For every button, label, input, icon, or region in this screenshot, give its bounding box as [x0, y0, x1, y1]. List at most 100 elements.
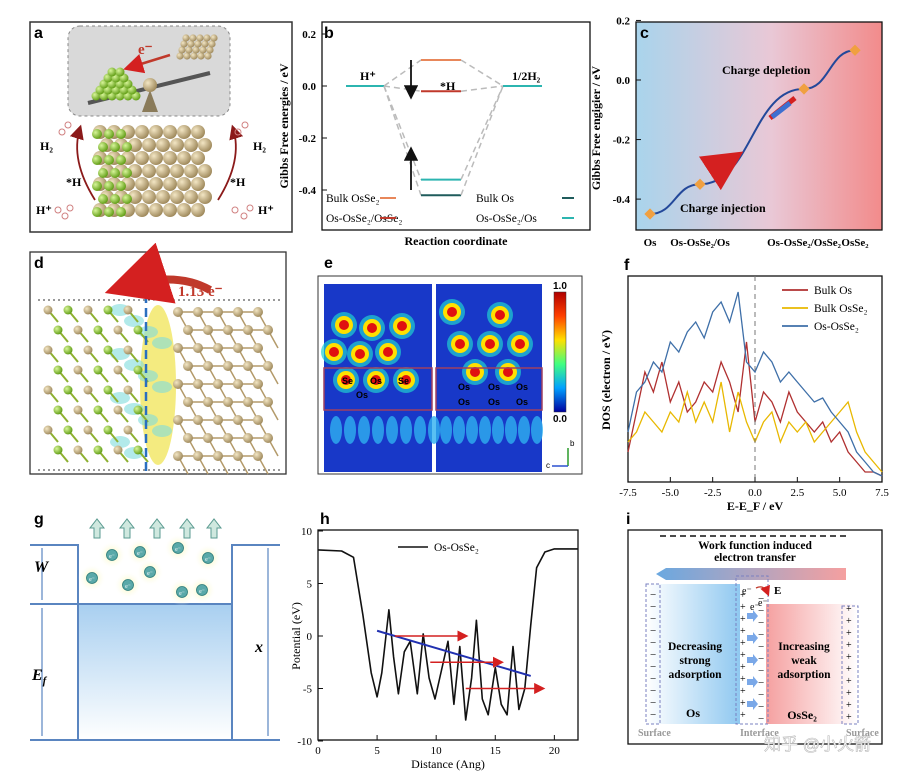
atom	[173, 415, 183, 425]
star-h-label-left: *H	[66, 175, 82, 189]
panel-e-letter: e	[324, 255, 333, 272]
elf-blob-core	[401, 375, 411, 385]
atom	[183, 397, 193, 407]
b-connector	[383, 85, 422, 180]
c-category-label: Os	[644, 237, 658, 249]
minus-sign: −	[650, 661, 656, 673]
b-legend-label: Os-OsSe₂/OsSe₂	[326, 213, 402, 225]
b-ytick-label: 0.2	[302, 29, 316, 41]
plus-sign: +	[846, 616, 852, 627]
tunneling-arrows	[394, 630, 546, 695]
atom	[233, 451, 243, 461]
electron-label: e⁻	[138, 42, 153, 58]
b-legend-label: Bulk Os	[476, 193, 515, 205]
surface-label-left: Surface	[638, 728, 671, 739]
h-xtick-label: 20	[549, 745, 561, 757]
i-title-line1: Work function induced	[698, 540, 812, 552]
panel-g-letter: g	[34, 511, 44, 528]
elf-lower	[400, 416, 412, 444]
elf-lower	[358, 416, 370, 444]
minus-sign: −	[758, 713, 764, 725]
plus-sign: +	[740, 698, 746, 709]
minus-sign: −	[650, 601, 656, 613]
gold-atom	[176, 52, 184, 60]
atom	[123, 345, 133, 355]
plus-sign: +	[740, 614, 746, 625]
emission-arrow	[205, 518, 223, 539]
atom	[243, 325, 253, 335]
electron-label-2: e⁻	[750, 602, 760, 613]
atom	[83, 305, 93, 315]
axis-c-label: c	[546, 461, 550, 470]
h-ytick-label: 5	[307, 579, 313, 591]
electron-dot	[202, 552, 214, 564]
gold-atom	[163, 125, 177, 139]
charge-transfer-label: 1.13 e⁻	[178, 284, 223, 300]
plus-sign: +	[846, 676, 852, 687]
green-atom	[104, 207, 114, 217]
proton-bubble	[240, 212, 248, 220]
gold-atom	[149, 177, 163, 191]
atom	[83, 385, 93, 395]
gold-atom	[156, 190, 170, 204]
panel-h-ylabel: Potential (eV)	[289, 602, 303, 670]
elf-lower	[386, 416, 398, 444]
plus-sign: +	[740, 662, 746, 673]
panel-b-yticks: 0.2 0.0 -0.2 -0.4	[299, 29, 327, 197]
electron-symbol: e⁻	[89, 577, 95, 583]
electron-symbol: e⁻	[137, 551, 143, 557]
green-atom	[122, 194, 132, 204]
h-xtick-label: 5	[374, 745, 380, 757]
panel-g: g W Ef x e⁻ e⁻ e⁻ e⁻ e⁻ e⁻ e⁻ e⁻ e⁻	[30, 511, 280, 741]
elf-atom-label: Os	[458, 382, 470, 392]
plus-sign: +	[740, 674, 746, 685]
green-atom	[110, 168, 120, 178]
h2-evolution-arrow-left	[69, 124, 96, 201]
panel-f: f -7.5 -5.0 -2.5 0.0 2.5 5.0 7.5 DOS (electron…	[599, 257, 889, 513]
annotation-charge-injection: Charge injection	[680, 201, 766, 215]
colorbar-max: 1.0	[553, 281, 567, 292]
elf-blob-core	[341, 375, 351, 385]
minus-sign: −	[758, 689, 764, 701]
plus-sign: +	[846, 628, 852, 639]
panel-d-letter: d	[34, 255, 44, 272]
colorbar-min: 0.0	[553, 414, 567, 425]
atom	[213, 343, 223, 353]
minus-sign: −	[650, 709, 656, 721]
atom	[93, 365, 103, 375]
b-ytick-label: -0.4	[299, 185, 317, 197]
panel-f-ylabel: DOS (electron / eV)	[599, 330, 613, 430]
h2-label-left: H₂	[40, 139, 53, 153]
h-ytick-label: -10	[297, 736, 312, 748]
h-ytick-label: -5	[303, 684, 313, 696]
atom	[203, 397, 213, 407]
minus-sign: −	[650, 613, 656, 625]
panel-h-xlabel: Distance (Ang)	[411, 757, 485, 771]
atom	[183, 433, 193, 443]
gold-atom	[156, 138, 170, 152]
gold-atom	[191, 151, 205, 165]
atom	[133, 365, 143, 375]
gold-atom	[190, 52, 198, 60]
atom	[53, 445, 63, 455]
atom	[263, 397, 273, 407]
atom	[223, 397, 233, 407]
panel-h: h 0 5 10 15 20 -10 -5 0 5 10 Potential (eV) Dista…	[289, 511, 579, 771]
plus-sign: +	[846, 640, 852, 651]
gold-atom	[189, 34, 197, 42]
plus-sign: +	[846, 664, 852, 675]
atom	[63, 385, 73, 395]
gold-atom	[142, 138, 156, 152]
elf-blob-core	[397, 321, 407, 331]
axis-b-label: b	[570, 439, 575, 448]
elf-colorbar	[553, 291, 567, 413]
panel-f-letter: f	[624, 257, 630, 274]
green-atom	[116, 155, 126, 165]
elf-box-right	[435, 367, 543, 411]
gold-atom	[191, 125, 205, 139]
atom	[83, 345, 93, 355]
atom	[193, 451, 203, 461]
gold-atom	[163, 151, 177, 165]
cyan-blob	[152, 337, 172, 349]
atom	[223, 433, 233, 443]
